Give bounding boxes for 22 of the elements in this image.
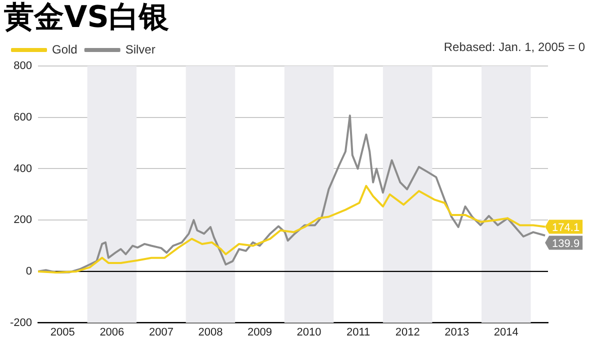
data-label: 139.9: [552, 238, 580, 250]
legend-label: Gold: [52, 42, 78, 56]
text: Rebased: Jan. 1, 2005 = 0: [444, 40, 585, 54]
x-tick-label: 2011: [346, 326, 370, 338]
legend-label: Silver: [125, 42, 156, 56]
x-tick-label: 2012: [395, 326, 420, 338]
y-tick-label: -200: [10, 316, 32, 329]
x-tick-label: 2009: [248, 326, 272, 338]
x-tick-label: 2013: [444, 326, 470, 338]
y-tick-label: 0: [26, 265, 32, 278]
y-tick-label: 800: [14, 60, 32, 72]
y-tick-label: 200: [14, 214, 32, 226]
x-tick-label: 2010: [296, 326, 322, 338]
x-tick-label: 2005: [50, 326, 75, 338]
x-tick-label: 2014: [494, 326, 518, 338]
x-tick-label: 2008: [198, 326, 223, 338]
data-label: 174.1: [552, 222, 580, 234]
y-tick-label: 600: [14, 111, 32, 124]
x-tick-label: 2007: [148, 326, 174, 338]
y-tick-label: 400: [14, 162, 32, 175]
x-tick-label: 2006: [100, 326, 124, 338]
chart-title: 黄金VS白银: [4, 0, 169, 36]
